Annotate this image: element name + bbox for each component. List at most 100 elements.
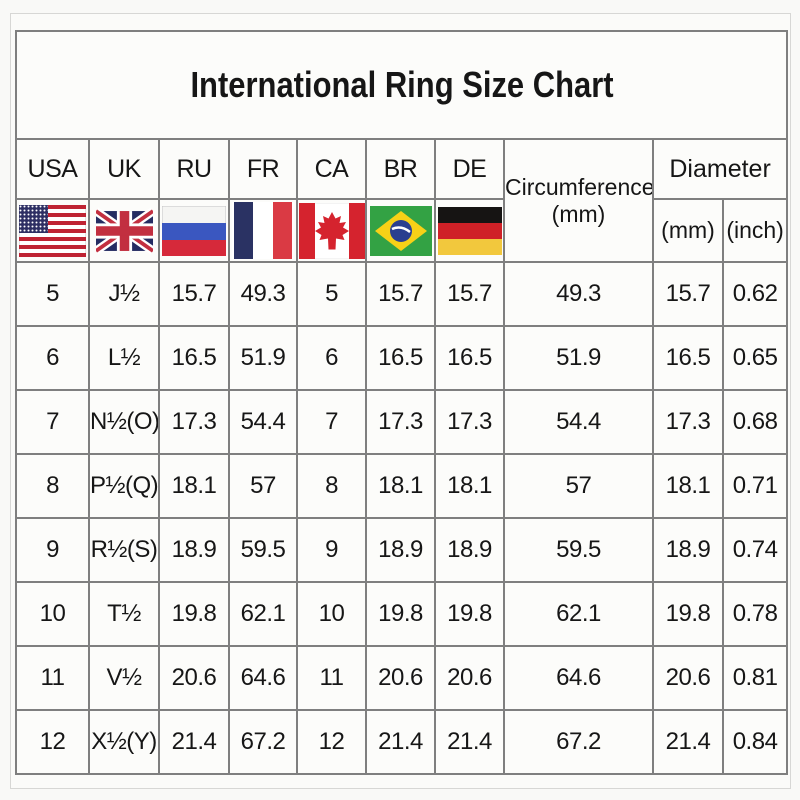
column-header-usa: USA (15, 138, 90, 200)
cell-ru-size: 18.9 (158, 517, 230, 583)
cell-ru-size: 17.3 (158, 389, 230, 455)
cell-diameter-inch: 0.68 (721, 389, 789, 455)
cell-circumference-mm: 57 (503, 453, 654, 519)
cell-ca-size: 5 (296, 261, 367, 327)
cell-ca-size: 11 (296, 645, 367, 711)
diameter-inch-header: (inch) (721, 198, 789, 263)
flag-row: (mm) (inch) (15, 198, 789, 263)
cell-uk-size: L½ (88, 325, 160, 391)
cell-br-size: 18.9 (365, 517, 436, 583)
cell-ru-size: 15.7 (158, 261, 230, 327)
cell-diameter-mm: 16.5 (652, 325, 724, 391)
brazil-flag-cell (365, 198, 436, 263)
cell-diameter-inch: 0.65 (721, 325, 789, 391)
table-row: 5 J½ 15.7 49.3 5 15.7 15.7 49.3 15.7 0.6… (15, 261, 789, 327)
cell-de-size: 15.7 (434, 261, 505, 327)
france-flag-cell (228, 198, 298, 263)
cell-ru-size: 19.8 (158, 581, 230, 647)
cell-uk-size: X½(Y) (88, 709, 160, 775)
cell-br-size: 19.8 (365, 581, 436, 647)
column-header-ca: CA (296, 138, 367, 200)
cell-ru-size: 18.1 (158, 453, 230, 519)
cell-ca-size: 6 (296, 325, 367, 391)
cell-usa-size: 11 (15, 645, 90, 711)
cell-diameter-mm: 21.4 (652, 709, 724, 775)
cell-br-size: 15.7 (365, 261, 436, 327)
diameter-mm-header: (mm) (652, 198, 724, 263)
cell-de-size: 18.1 (434, 453, 505, 519)
cell-ca-size: 12 (296, 709, 367, 775)
cell-diameter-mm: 20.6 (652, 645, 724, 711)
cell-de-size: 16.5 (434, 325, 505, 391)
cell-uk-size: V½ (88, 645, 160, 711)
brazil-flag-icon (369, 205, 432, 256)
cell-circumference-mm: 49.3 (503, 261, 654, 327)
cell-circumference-mm: 62.1 (503, 581, 654, 647)
cell-fr-size: 57 (228, 453, 298, 519)
column-header-diameter: Diameter (651, 138, 789, 200)
cell-diameter-inch: 0.62 (721, 261, 789, 327)
column-header-circumference: Circumference (mm) (503, 138, 654, 263)
germany-flag-cell (434, 198, 505, 263)
cell-fr-size: 62.1 (228, 581, 298, 647)
cell-diameter-inch: 0.74 (721, 517, 789, 583)
circumference-unit: (mm) (551, 200, 606, 227)
title-row: International Ring Size Chart (14, 30, 789, 140)
cell-diameter-mm: 15.7 (652, 261, 724, 327)
cell-diameter-mm: 17.3 (652, 389, 724, 455)
cell-circumference-mm: 54.4 (503, 389, 654, 455)
table-row: 8 P½(Q) 18.1 57 8 18.1 18.1 57 18.1 0.71 (15, 453, 789, 519)
cell-de-size: 20.6 (434, 645, 505, 711)
cell-usa-size: 12 (15, 709, 90, 775)
cell-usa-size: 9 (15, 517, 90, 583)
cell-diameter-mm: 19.8 (652, 581, 724, 647)
cell-fr-size: 51.9 (228, 325, 298, 391)
cell-diameter-inch: 0.81 (721, 645, 789, 711)
table-row: 11 V½ 20.6 64.6 11 20.6 20.6 64.6 20.6 0… (15, 645, 789, 711)
russia-flag-icon (162, 205, 226, 256)
cell-diameter-inch: 0.71 (721, 453, 789, 519)
cell-uk-size: P½(Q) (88, 453, 160, 519)
cell-uk-size: T½ (88, 581, 160, 647)
page-title-text: International Ring Size Chart (189, 64, 614, 105)
cell-circumference-mm: 67.2 (503, 709, 654, 775)
cell-diameter-mm: 18.1 (652, 453, 724, 519)
cell-fr-size: 49.3 (228, 261, 298, 327)
cell-br-size: 18.1 (365, 453, 436, 519)
table-row: 6 L½ 16.5 51.9 6 16.5 16.5 51.9 16.5 0.6… (15, 325, 789, 391)
cell-fr-size: 59.5 (228, 517, 298, 583)
cell-ca-size: 9 (296, 517, 367, 583)
cell-usa-size: 8 (15, 453, 90, 519)
circumference-label: Circumference (505, 173, 653, 200)
cell-fr-size: 64.6 (228, 645, 298, 711)
canada-flag-icon (299, 202, 364, 259)
uk-flag-icon (95, 207, 153, 254)
france-flag-icon (232, 202, 294, 259)
cell-circumference-mm: 64.6 (503, 645, 654, 711)
cell-ru-size: 21.4 (158, 709, 230, 775)
usa-flag-icon (19, 204, 86, 257)
usa-flag-cell (15, 198, 90, 263)
cell-usa-size: 10 (15, 581, 90, 647)
cell-de-size: 18.9 (434, 517, 505, 583)
cell-usa-size: 5 (15, 261, 90, 327)
column-header-br: BR (365, 138, 436, 200)
cell-fr-size: 67.2 (228, 709, 298, 775)
cell-uk-size: J½ (88, 261, 160, 327)
cell-de-size: 17.3 (434, 389, 505, 455)
cell-diameter-inch: 0.84 (721, 709, 789, 775)
cell-ru-size: 20.6 (158, 645, 230, 711)
cell-diameter-mm: 18.9 (652, 517, 724, 583)
cell-ca-size: 10 (296, 581, 367, 647)
cell-ca-size: 8 (296, 453, 367, 519)
cell-ca-size: 7 (296, 389, 367, 455)
cell-circumference-mm: 51.9 (503, 325, 654, 391)
column-header-fr: FR (228, 138, 298, 200)
cell-uk-size: R½(S) (88, 517, 160, 583)
table-row: 9 R½(S) 18.9 59.5 9 18.9 18.9 59.5 18.9 … (15, 517, 789, 583)
cell-circumference-mm: 59.5 (503, 517, 654, 583)
cell-de-size: 19.8 (434, 581, 505, 647)
russia-flag-cell (158, 198, 230, 263)
size-rows: 5 J½ 15.7 49.3 5 15.7 15.7 49.3 15.7 0.6… (15, 261, 789, 775)
uk-flag-cell (88, 198, 160, 263)
